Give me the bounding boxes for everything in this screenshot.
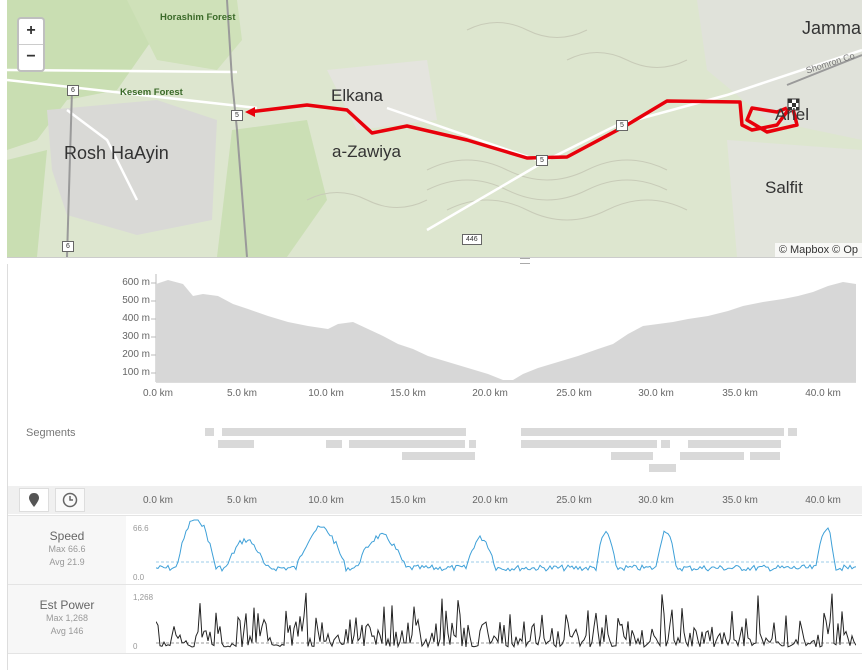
elevation-x-tick: 20.0 km — [472, 388, 508, 399]
elevation-x-tick: 0.0 km — [142, 388, 174, 399]
power-row[interactable]: Est Power Max 1,268 Avg 146 1,268 0 — [8, 584, 862, 654]
speed-title: Speed — [49, 529, 85, 543]
map-label-a-zawiya: a-Zawiya — [332, 142, 401, 161]
elevation-y-tick: 400 m — [122, 313, 150, 324]
speed-header: Speed Max 66.6 Avg 21.9 — [8, 516, 126, 584]
elevation-y-tick: 300 m — [122, 331, 150, 342]
segment-bar[interactable] — [218, 440, 254, 448]
elevation-x-tick: 10.0 km — [308, 388, 344, 399]
elevation-x-tick: 35.0 km — [722, 388, 758, 399]
speed-row[interactable]: Speed Max 66.6 Avg 21.9 66.6 0.0 — [8, 515, 862, 584]
elevation-x-tick: 30.0 km — [638, 388, 674, 399]
speed-bottom-label: 0.0 — [133, 573, 145, 582]
segment-bar[interactable] — [326, 440, 342, 448]
segments-label: Segments — [26, 427, 76, 439]
route-line — [248, 99, 799, 160]
speed-chart — [156, 519, 856, 573]
speed-max: Max 66.6 — [48, 544, 86, 554]
toolbar-x-tick: 10.0 km — [308, 495, 344, 506]
map-tiles — [7, 0, 862, 257]
map-label-jammala: Jamma — [802, 18, 862, 38]
elevation-chart — [151, 274, 856, 383]
map-label-ariel: Ariel — [775, 105, 810, 124]
zoom-in-button[interactable]: + — [26, 22, 36, 39]
segment-bar[interactable] — [349, 440, 465, 448]
segment-bar[interactable] — [521, 440, 657, 448]
power-max: Max 1,268 — [45, 613, 89, 623]
segment-bar[interactable] — [402, 452, 475, 460]
map-label-salfit: Salfit — [765, 178, 803, 197]
road-shield: 5 — [616, 120, 628, 131]
segment-bar[interactable] — [688, 440, 781, 448]
segment-bar[interactable] — [469, 440, 476, 448]
toolbar-x-tick: 5.0 km — [226, 495, 258, 506]
zoom-control: + − — [17, 17, 45, 72]
map-label-horashim-forest: Horashim Forest — [160, 12, 236, 23]
map-label-rosh-haayin: Rosh HaAyin — [64, 143, 169, 163]
segment-bar[interactable] — [750, 452, 780, 460]
power-series-line — [156, 592, 856, 649]
speed-top-label: 66.6 — [133, 524, 149, 533]
analysis-panel: 600 m 500 m 400 m 300 m 200 m 100 m 0.0 … — [7, 264, 862, 670]
elevation-area — [156, 280, 856, 382]
elevation-x-tick: 15.0 km — [390, 388, 426, 399]
power-header: Est Power Max 1,268 Avg 146 — [8, 585, 126, 653]
segment-bar[interactable] — [788, 428, 797, 436]
power-avg: Avg 146 — [50, 626, 84, 636]
road-shield: 5 — [536, 155, 548, 166]
power-top-label: 1,268 — [133, 593, 154, 602]
speed-avg: Avg 21.9 — [49, 557, 85, 567]
route-map[interactable]: + − Horashim Forest Kesem Forest Jamma E… — [7, 0, 862, 258]
segment-bar[interactable] — [661, 440, 670, 448]
elevation-x-tick: 5.0 km — [226, 388, 258, 399]
distance-mode-button[interactable] — [19, 488, 49, 512]
toolbar-x-tick: 25.0 km — [556, 495, 592, 506]
elevation-x-tick: 25.0 km — [556, 388, 592, 399]
resize-handle[interactable] — [520, 258, 530, 264]
elevation-y-tick: 500 m — [122, 295, 150, 306]
segment-bar[interactable] — [611, 452, 653, 460]
map-marker-icon — [29, 493, 39, 507]
clock-icon — [62, 492, 78, 508]
power-bottom-label: 0 — [133, 642, 138, 651]
toolbar-x-tick: 0.0 km — [142, 495, 174, 506]
elevation-y-tick: 100 m — [122, 367, 150, 378]
zoom-out-button[interactable]: − — [19, 44, 43, 70]
speed-series-line — [156, 519, 856, 573]
segment-bar[interactable] — [521, 428, 784, 436]
segment-bar[interactable] — [649, 464, 676, 472]
power-chart — [156, 592, 856, 649]
road-shield: 446 — [462, 234, 482, 245]
map-label-elkana: Elkana — [331, 86, 383, 105]
road-shield: 5 — [231, 110, 243, 121]
toolbar-x-tick: 20.0 km — [472, 495, 508, 506]
elevation-y-tick: 200 m — [122, 349, 150, 360]
map-attribution[interactable]: © Mapbox © Op — [774, 243, 862, 257]
elevation-x-tick: 40.0 km — [805, 388, 841, 399]
map-label-kesem-forest: Kesem Forest — [120, 87, 183, 98]
toolbar-x-tick: 30.0 km — [638, 495, 674, 506]
time-mode-button[interactable] — [55, 488, 85, 512]
segment-bar[interactable] — [222, 428, 466, 436]
road-shield: 6 — [62, 241, 74, 252]
elevation-y-tick: 600 m — [122, 277, 150, 288]
segment-bar[interactable] — [680, 452, 744, 460]
toolbar-x-tick: 40.0 km — [805, 495, 841, 506]
toolbar-x-tick: 35.0 km — [722, 495, 758, 506]
road-shield: 6 — [67, 85, 79, 96]
chart-toolbar: 0.0 km 5.0 km 10.0 km 15.0 km 20.0 km 25… — [8, 486, 862, 514]
segment-bar[interactable] — [205, 428, 214, 436]
toolbar-x-tick: 15.0 km — [390, 495, 426, 506]
power-title: Est Power — [39, 598, 95, 612]
